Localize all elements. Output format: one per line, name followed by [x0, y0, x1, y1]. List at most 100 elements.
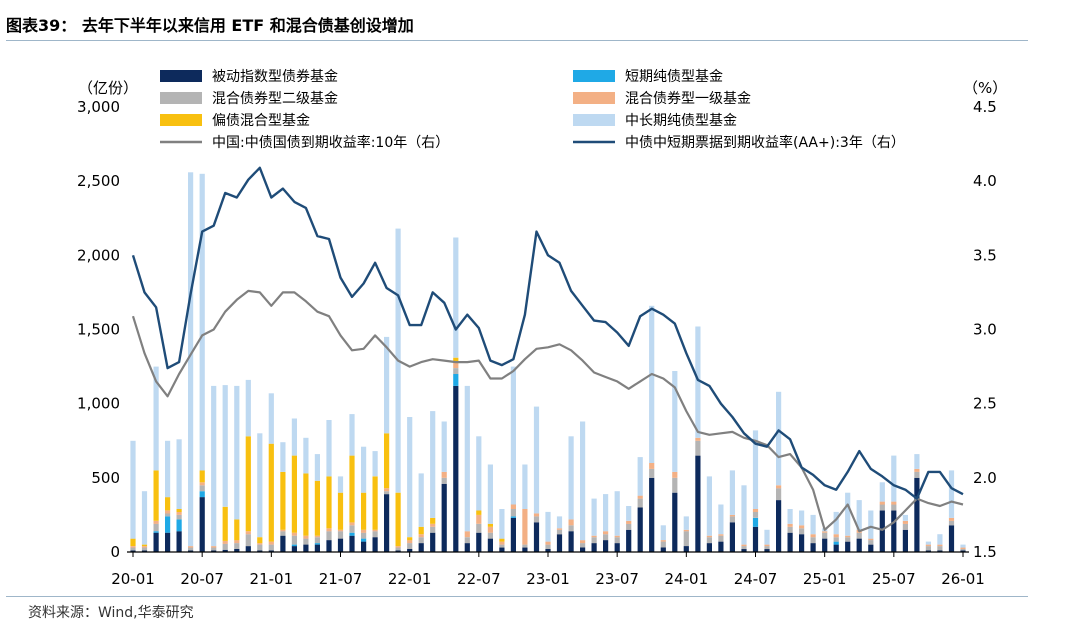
bar-midlong [418, 473, 424, 527]
bar-mixed2 [211, 547, 217, 551]
bar-partial [314, 480, 320, 536]
x-tick-label: 21-01 [250, 570, 294, 588]
bar-partial [141, 544, 148, 547]
bar-passive [948, 525, 955, 552]
bar-midlong [683, 516, 689, 530]
legend-label-short: 短期纯债型基金 [625, 68, 723, 85]
bar-passive [879, 510, 885, 552]
bar-mixed1 [891, 501, 897, 505]
bar-passive [741, 549, 747, 552]
bar-passive [176, 531, 182, 552]
bar-midlong [510, 366, 516, 505]
bar-mixed1 [395, 546, 401, 548]
bar-mixed1 [130, 546, 136, 548]
axes-layer: 0 500 1,000 1,500 2,000 2,500 3,000 1.5 2.0 2.5 3.… [77, 79, 1007, 588]
bar-mixed1 [925, 544, 931, 547]
bar-partial [257, 537, 263, 544]
bar-mixed2 [764, 546, 770, 550]
legend-label-partial: 偏债混合型基金 [212, 112, 310, 129]
bar-mixed2 [407, 543, 413, 549]
bar-partial [234, 519, 240, 541]
bar-midlong [787, 509, 793, 524]
bar-mixed2 [603, 534, 609, 541]
legend-label-mixed1: 混合债券型一级基金 [625, 90, 751, 107]
bar-midlong [372, 451, 378, 477]
bar-partial [245, 436, 251, 532]
bar-mixed2 [464, 537, 470, 544]
x-tick-label: 20-07 [180, 570, 224, 588]
x-tick-label: 25-01 [803, 570, 847, 588]
bar-midlong [545, 511, 551, 542]
bar-passive [626, 529, 632, 553]
bar-passive [453, 385, 459, 552]
bar-mixed1 [199, 482, 205, 486]
bar-passive [960, 550, 966, 552]
bar-midlong [522, 464, 528, 509]
bar-midlong [914, 454, 920, 469]
bar-passive [868, 544, 874, 552]
bar-short [153, 531, 159, 533]
chart-canvas: 0 500 1,000 1,500 2,000 2,500 3,000 1.5 2.0 2.5 3.… [77, 68, 1007, 588]
bar-mixed2 [695, 440, 701, 456]
bar-midlong [580, 421, 586, 541]
bar-passive [199, 497, 205, 552]
bar-passive [787, 532, 793, 552]
bar-mixed1 [176, 511, 182, 515]
bar-passive [188, 550, 194, 552]
bar-mixed1 [326, 528, 332, 532]
bar-mixed2 [430, 526, 436, 533]
bar-mixed1 [337, 529, 344, 532]
bar-midlong [499, 509, 505, 539]
bar-mixed1 [441, 471, 447, 478]
footer-divider [6, 596, 1028, 597]
y-right-tick-label: 2.5 [973, 395, 997, 413]
bar-passive [764, 549, 770, 552]
bar-mixed1 [522, 509, 528, 545]
bar-mixed1 [384, 488, 390, 492]
bar-passive [580, 547, 586, 552]
bar-mixed1 [268, 541, 274, 545]
bar-partial [326, 476, 332, 529]
x-tick-label: 22-01 [388, 570, 432, 588]
bar-mixed2 [948, 520, 955, 526]
bar-passive [545, 549, 551, 552]
bar-mixed2 [372, 531, 378, 538]
bar-passive [603, 540, 609, 552]
bar-mixed2 [453, 368, 459, 374]
bar-midlong [718, 504, 724, 535]
bar-passive [372, 537, 378, 552]
chart-title: 图表39： 去年下半年以来信用 ETF 和混合债基创设增加 [6, 16, 414, 35]
bar-mixed1 [476, 514, 482, 524]
bar-passive [522, 547, 528, 552]
bar-midlong [326, 420, 332, 477]
bar-passive [476, 532, 482, 552]
bar-passive [614, 543, 620, 552]
bar-midlong [165, 440, 171, 498]
bar-midlong [222, 385, 228, 507]
bar-passive [257, 550, 263, 552]
bar-mixed1 [499, 541, 505, 545]
line-layer [131, 166, 964, 533]
bar-midlong [153, 366, 159, 471]
bar-mixed1 [776, 485, 782, 489]
legend-swatch-mixed1 [573, 92, 615, 104]
bar-midlong [453, 237, 459, 358]
bar-passive [660, 547, 666, 552]
bar-mixed2 [268, 544, 274, 551]
bar-mixed2 [418, 537, 424, 544]
bar-midlong [257, 433, 263, 538]
bar-mixed2 [476, 523, 482, 533]
bar-mixed2 [337, 531, 344, 539]
bar-mixed2 [545, 544, 551, 549]
y-left-tick-label: 2,000 [77, 246, 120, 264]
bar-short [165, 516, 171, 533]
bar-partial [418, 526, 424, 535]
legend-label-midlong: 中长期纯债型基金 [625, 112, 737, 129]
bar-mixed2 [649, 468, 655, 478]
y-right-tick-label: 2.0 [973, 469, 997, 487]
bar-midlong [741, 485, 747, 545]
y-left-tick-label: 1,000 [77, 395, 120, 413]
bar-partial [165, 497, 171, 511]
bar-partial [395, 492, 401, 547]
bar-short [361, 538, 367, 542]
